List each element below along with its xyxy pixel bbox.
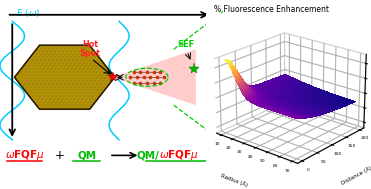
Text: QM/: QM/ [136, 150, 159, 160]
Y-axis label: Distance (Å): Distance (Å) [341, 165, 371, 186]
X-axis label: Radius (Å): Radius (Å) [220, 173, 249, 188]
Text: $E\ (\omega)$: $E\ (\omega)$ [16, 7, 40, 19]
Text: +: + [55, 149, 65, 162]
Text: % Fluorescence Enhancement: % Fluorescence Enhancement [214, 5, 329, 14]
Polygon shape [112, 49, 196, 105]
Text: SEF: SEF [177, 40, 194, 49]
Text: Hot: Hot [82, 40, 98, 49]
Text: QM: QM [77, 150, 96, 160]
Text: Spot: Spot [80, 49, 101, 58]
Text: $\omega$FQF$\mu$: $\omega$FQF$\mu$ [159, 148, 199, 162]
Text: $\omega$FQF$\mu$: $\omega$FQF$\mu$ [4, 148, 45, 162]
